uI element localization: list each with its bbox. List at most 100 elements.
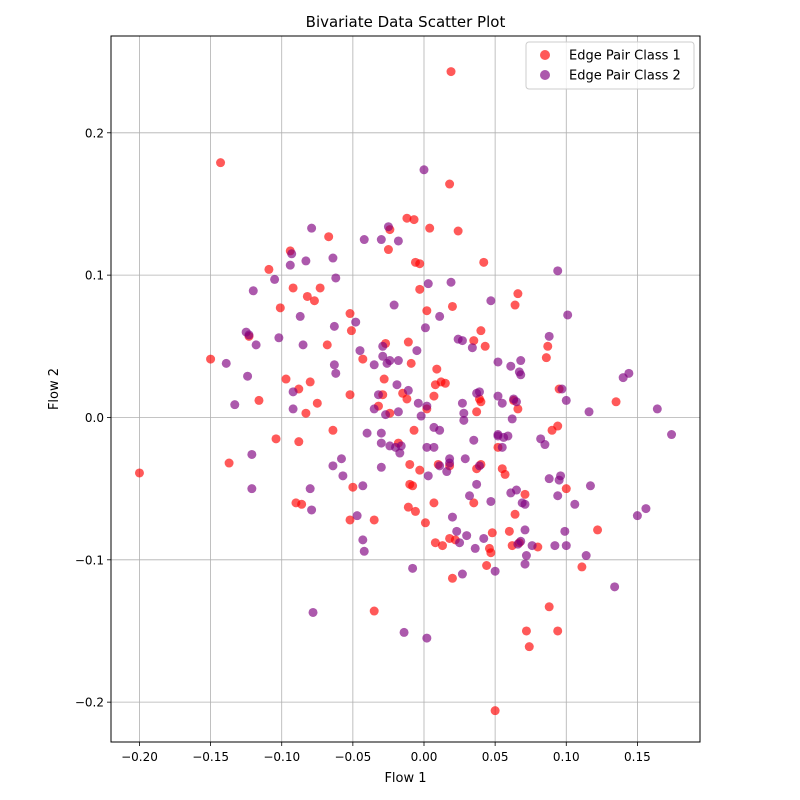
data-point-class-1 bbox=[345, 309, 355, 319]
data-point-class-2 bbox=[652, 404, 662, 414]
data-point-class-1 bbox=[429, 498, 439, 508]
data-point-class-1 bbox=[422, 306, 432, 316]
data-point-class-2 bbox=[369, 360, 379, 370]
data-point-class-2 bbox=[413, 398, 423, 408]
data-point-class-2 bbox=[376, 462, 386, 472]
data-point-class-2 bbox=[641, 504, 651, 514]
x-tick-label: 0.10 bbox=[553, 750, 580, 764]
data-point-class-1 bbox=[406, 358, 416, 368]
data-point-class-1 bbox=[302, 291, 312, 301]
data-point-class-1 bbox=[513, 404, 523, 414]
data-point-class-1 bbox=[369, 606, 379, 616]
data-point-class-2 bbox=[359, 546, 369, 556]
data-point-class-2 bbox=[422, 401, 432, 411]
data-point-class-2 bbox=[247, 484, 257, 494]
data-point-class-2 bbox=[298, 340, 308, 350]
data-point-class-2 bbox=[585, 481, 595, 491]
data-point-class-2 bbox=[503, 431, 513, 441]
data-point-class-1 bbox=[322, 340, 332, 350]
data-point-class-1 bbox=[487, 528, 497, 538]
data-point-class-2 bbox=[419, 165, 429, 175]
data-point-class-2 bbox=[328, 253, 338, 263]
data-point-class-2 bbox=[385, 441, 395, 451]
data-point-class-1 bbox=[437, 541, 447, 551]
data-point-class-1 bbox=[611, 397, 621, 407]
data-point-class-2 bbox=[301, 256, 311, 266]
data-point-class-1 bbox=[328, 425, 338, 435]
data-point-class-2 bbox=[287, 249, 297, 259]
x-tick-label: 0.15 bbox=[624, 750, 651, 764]
data-point-class-2 bbox=[457, 336, 467, 346]
data-point-class-2 bbox=[248, 286, 258, 296]
data-point-class-1 bbox=[224, 458, 234, 468]
data-point-class-2 bbox=[581, 551, 591, 561]
data-point-class-2 bbox=[560, 526, 570, 536]
data-point-class-2 bbox=[486, 296, 496, 306]
data-point-class-2 bbox=[553, 266, 563, 276]
data-point-class-2 bbox=[288, 387, 298, 397]
data-point-class-1 bbox=[561, 484, 571, 494]
data-point-class-1 bbox=[476, 397, 486, 407]
data-point-class-2 bbox=[447, 512, 457, 522]
data-point-class-2 bbox=[358, 535, 368, 545]
data-point-class-1 bbox=[358, 354, 368, 364]
x-tick-label: −0.05 bbox=[334, 750, 371, 764]
data-point-class-2 bbox=[490, 566, 500, 576]
data-point-class-2 bbox=[570, 499, 580, 509]
data-point-class-1 bbox=[440, 378, 450, 388]
data-point-class-1 bbox=[415, 259, 425, 269]
y-axis-label: Flow 2 bbox=[47, 368, 62, 410]
data-point-class-2 bbox=[493, 357, 503, 367]
data-point-class-2 bbox=[393, 407, 403, 417]
data-point-class-2 bbox=[511, 397, 521, 407]
data-point-class-2 bbox=[493, 391, 503, 401]
data-point-class-2 bbox=[359, 235, 369, 245]
y-tick-label: 0.1 bbox=[85, 269, 104, 283]
data-point-class-2 bbox=[399, 627, 409, 637]
data-point-class-1 bbox=[301, 408, 311, 418]
data-point-class-1 bbox=[288, 283, 298, 293]
data-point-class-1 bbox=[348, 482, 358, 492]
data-point-class-1 bbox=[254, 395, 264, 405]
data-point-class-1 bbox=[544, 602, 554, 612]
data-point-class-2 bbox=[493, 430, 503, 440]
data-point-class-2 bbox=[381, 410, 391, 420]
x-axis-label: Flow 1 bbox=[384, 771, 426, 786]
x-tick-label: −0.20 bbox=[121, 750, 158, 764]
data-point-class-1 bbox=[403, 502, 413, 512]
legend: Edge Pair Class 1 Edge Pair Class 2 bbox=[525, 41, 695, 90]
data-point-class-2 bbox=[376, 428, 386, 438]
data-point-class-1 bbox=[447, 573, 457, 583]
data-point-class-1 bbox=[420, 518, 430, 528]
data-point-class-2 bbox=[507, 414, 517, 424]
axis-ticks: −0.20 −0.15 −0.10 −0.05 0.00 0.05 0.10 0.15 −0.2… bbox=[75, 126, 651, 764]
data-point-class-2 bbox=[358, 481, 368, 491]
data-point-class-2 bbox=[305, 484, 315, 494]
data-point-class-2 bbox=[307, 505, 317, 515]
x-tick-label: −0.15 bbox=[192, 750, 229, 764]
data-point-class-1 bbox=[453, 226, 463, 236]
data-point-class-1 bbox=[510, 300, 520, 310]
data-point-class-1 bbox=[305, 377, 315, 387]
data-point-class-2 bbox=[393, 236, 403, 246]
data-point-class-1 bbox=[593, 525, 603, 535]
x-tick-label: 0.05 bbox=[482, 750, 509, 764]
data-point-class-2 bbox=[383, 222, 393, 232]
data-point-class-2 bbox=[497, 398, 507, 408]
data-point-class-2 bbox=[376, 235, 386, 245]
data-point-class-1 bbox=[409, 215, 419, 225]
data-point-class-2 bbox=[385, 356, 395, 366]
data-points bbox=[134, 67, 677, 716]
plot-frame bbox=[110, 35, 701, 743]
data-point-class-1 bbox=[547, 425, 557, 435]
data-point-class-2 bbox=[520, 559, 530, 569]
data-point-class-1 bbox=[402, 213, 412, 223]
data-point-class-2 bbox=[445, 458, 455, 468]
data-point-class-2 bbox=[462, 531, 472, 541]
data-point-class-2 bbox=[221, 358, 231, 368]
data-point-class-1 bbox=[405, 459, 415, 469]
data-point-class-2 bbox=[563, 310, 573, 320]
data-point-class-1 bbox=[447, 301, 457, 311]
data-point-class-1 bbox=[480, 341, 490, 351]
data-point-class-1 bbox=[520, 489, 530, 499]
